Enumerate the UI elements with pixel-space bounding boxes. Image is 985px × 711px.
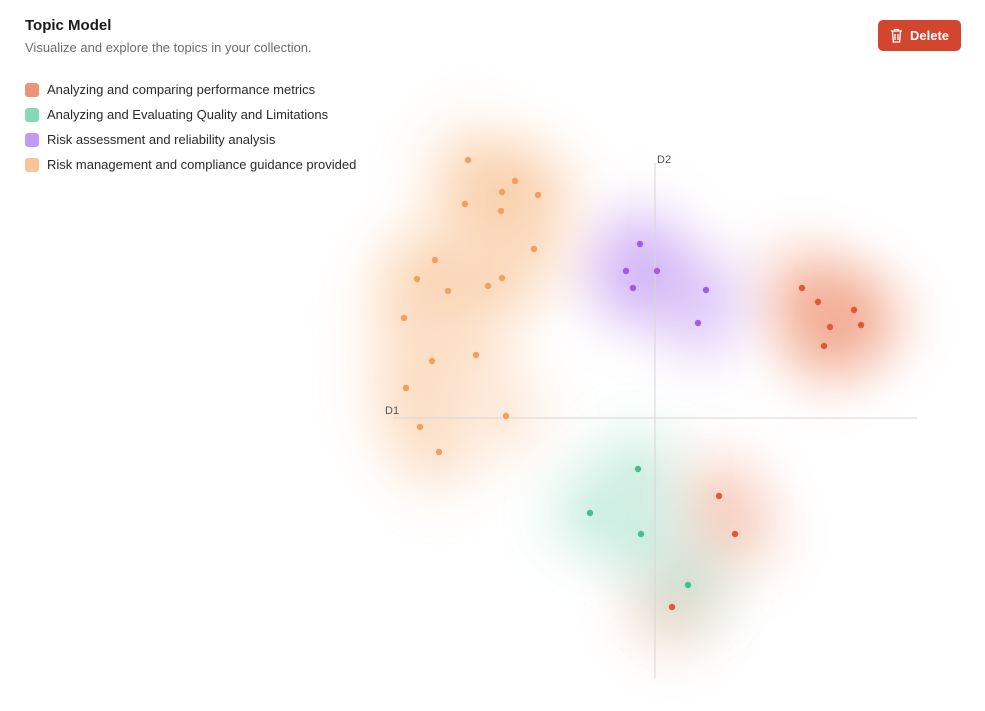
data-point[interactable] [702, 286, 710, 294]
legend-item[interactable]: Risk assessment and reliability analysis [25, 127, 356, 152]
data-point[interactable] [694, 319, 702, 327]
data-point[interactable] [435, 448, 443, 456]
page-subtitle: Visualize and explore the topics in your… [25, 40, 312, 55]
data-point[interactable] [850, 306, 858, 314]
data-point[interactable] [668, 603, 676, 611]
legend: Analyzing and comparing performance metr… [25, 77, 356, 177]
legend-item[interactable]: Analyzing and Evaluating Quality and Lim… [25, 102, 356, 127]
data-point[interactable] [586, 509, 594, 517]
data-point[interactable] [497, 207, 505, 215]
data-point[interactable] [636, 240, 644, 248]
data-point[interactable] [484, 282, 492, 290]
data-point[interactable] [857, 321, 865, 329]
data-point[interactable] [472, 351, 480, 359]
data-point[interactable] [464, 156, 472, 164]
data-point[interactable] [444, 287, 452, 295]
delete-label: Delete [909, 28, 950, 43]
data-point[interactable] [530, 245, 538, 253]
data-point[interactable] [826, 323, 834, 331]
legend-swatch [25, 82, 39, 97]
legend-item[interactable]: Risk management and compliance guidance … [25, 152, 356, 177]
data-point[interactable] [715, 492, 723, 500]
data-point[interactable] [629, 284, 637, 292]
data-point[interactable] [798, 284, 806, 292]
data-point[interactable] [413, 275, 421, 283]
data-point[interactable] [498, 274, 506, 282]
legend-item[interactable]: Analyzing and comparing performance metr… [25, 77, 356, 102]
data-point[interactable] [534, 191, 542, 199]
data-point[interactable] [622, 267, 630, 275]
data-point[interactable] [731, 530, 739, 538]
data-point[interactable] [400, 314, 408, 322]
x-axis-label: D1 [385, 405, 399, 417]
page-title: Topic Model [25, 17, 112, 34]
legend-label: Risk management and compliance guidance … [47, 157, 357, 172]
legend-label: Analyzing and comparing performance metr… [47, 82, 316, 97]
density-layer [334, 90, 931, 677]
data-point[interactable] [431, 256, 439, 264]
points-layer [400, 156, 865, 611]
legend-swatch [25, 157, 39, 172]
trash-icon [890, 28, 902, 43]
data-point[interactable] [402, 384, 410, 392]
data-point[interactable] [502, 412, 510, 420]
data-point[interactable] [461, 200, 469, 208]
data-point[interactable] [634, 465, 642, 473]
legend-label: Risk assessment and reliability analysis [47, 132, 276, 147]
data-point[interactable] [684, 581, 692, 589]
data-point[interactable] [428, 357, 436, 365]
data-point[interactable] [498, 188, 506, 196]
data-point[interactable] [511, 177, 519, 185]
legend-swatch [25, 132, 39, 147]
data-point[interactable] [820, 342, 828, 350]
data-point[interactable] [814, 298, 822, 306]
data-point[interactable] [653, 267, 661, 275]
data-point[interactable] [637, 530, 645, 538]
legend-swatch [25, 107, 39, 122]
y-axis-label: D2 [657, 154, 671, 166]
data-point[interactable] [416, 423, 424, 431]
legend-label: Analyzing and Evaluating Quality and Lim… [47, 107, 329, 122]
delete-button[interactable]: Delete [878, 20, 961, 51]
